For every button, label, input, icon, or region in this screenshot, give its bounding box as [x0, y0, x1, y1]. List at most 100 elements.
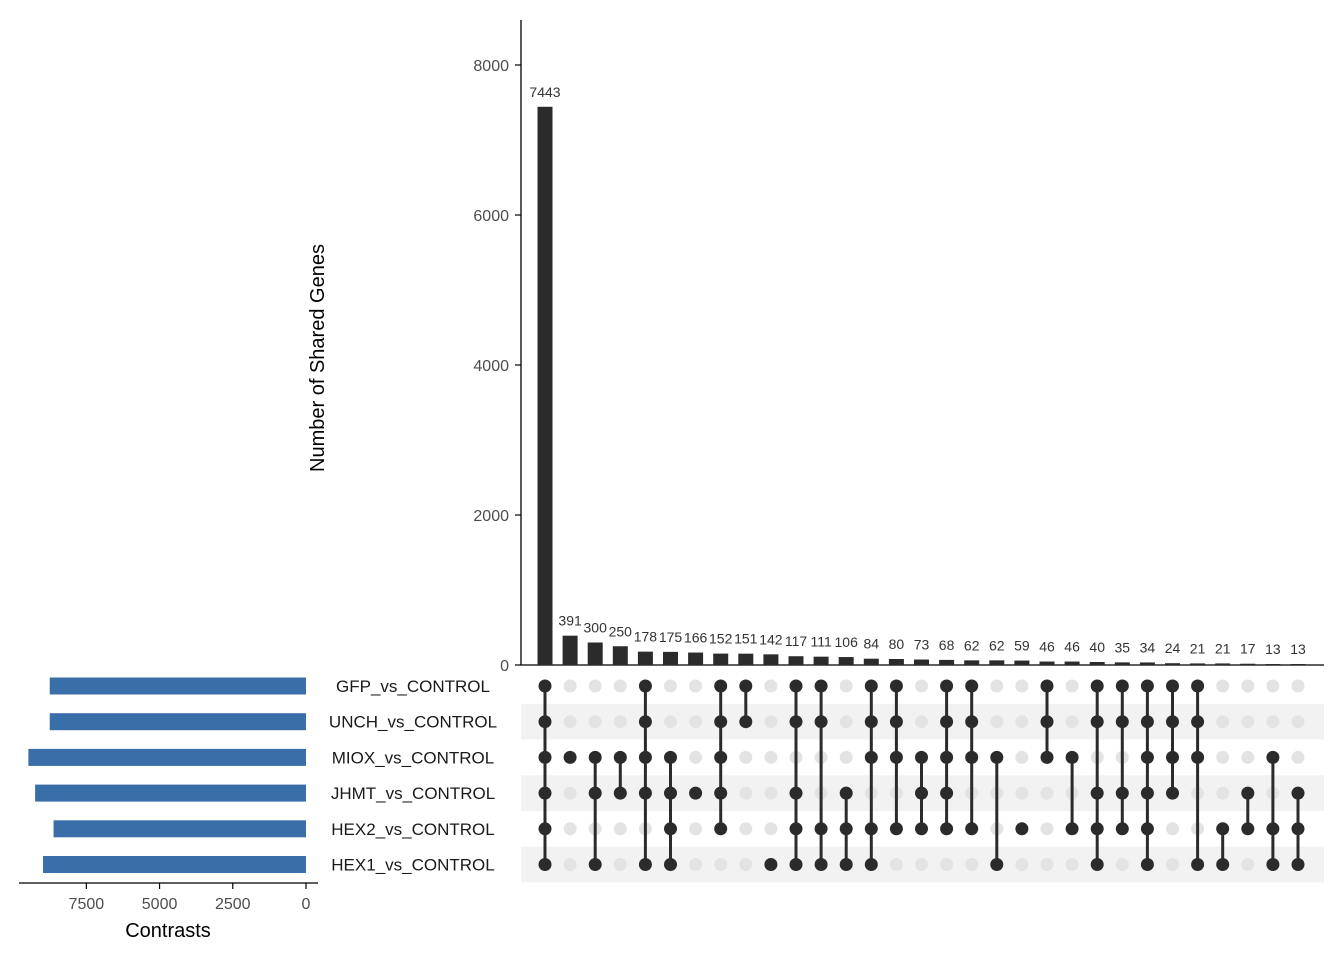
intersection-bar	[713, 653, 729, 665]
matrix-dot-inactive	[689, 858, 703, 871]
set-size-axis-title: Contrasts	[125, 920, 211, 942]
intersection-bar-label: 80	[889, 636, 905, 652]
intersection-bar-label: 175	[659, 629, 683, 645]
intersection-bar-label: 46	[1064, 639, 1080, 655]
matrix-dot-inactive	[739, 750, 753, 764]
matrix-dot-active	[814, 715, 828, 729]
matrix-dot-active	[588, 786, 602, 800]
intersection-bar-label: 7443	[529, 84, 560, 100]
intersection-bar-label: 35	[1115, 639, 1131, 655]
matrix-dot-inactive	[915, 679, 928, 693]
matrix-dot-inactive	[689, 750, 703, 764]
matrix-dot-active	[1140, 750, 1154, 764]
set-label: HEX1_vs_CONTROL	[331, 856, 494, 875]
intersection-bar	[1240, 663, 1256, 665]
matrix-dot-active	[1191, 858, 1205, 871]
matrix-dot-inactive	[664, 679, 677, 693]
matrix-dot-active	[940, 715, 954, 729]
matrix-dot-inactive	[1040, 786, 1054, 800]
intersection-bar-label: 117	[785, 633, 808, 649]
matrix-dot-active	[1166, 715, 1179, 729]
intersection-bar-label: 13	[1290, 641, 1306, 657]
matrix-dot-active	[814, 858, 828, 871]
matrix-dot-inactive	[588, 679, 602, 693]
matrix-dot-active	[1266, 750, 1280, 764]
matrix-dot-inactive	[965, 858, 979, 871]
matrix-dot-inactive	[1166, 822, 1179, 836]
intersection-bar	[964, 660, 980, 665]
matrix-dot-active	[1291, 822, 1305, 836]
matrix-dot-inactive	[739, 822, 753, 836]
matrix-dot-active	[1191, 715, 1205, 729]
intersection-bar-label: 84	[864, 636, 880, 652]
matrix-dot-active	[814, 679, 828, 693]
matrix-dot-inactive	[613, 715, 627, 729]
set-size-bar	[28, 748, 306, 766]
matrix-dot-active	[1115, 679, 1129, 693]
matrix-dot-active	[638, 786, 652, 800]
matrix-dot-inactive	[689, 715, 703, 729]
matrix-dot-active	[965, 750, 979, 764]
matrix-dot-inactive	[1040, 858, 1054, 871]
matrix-dot-active	[638, 858, 652, 871]
intersection-bar	[663, 651, 678, 665]
matrix-dot-active	[1166, 786, 1179, 800]
intersection-bar	[537, 106, 553, 665]
intersection-bar-label: 34	[1140, 639, 1156, 655]
matrix-dot-inactive	[839, 679, 853, 693]
intersection-bar	[738, 653, 754, 665]
matrix-dot-active	[990, 858, 1004, 871]
intersection-bar-label: 46	[1039, 639, 1055, 655]
matrix-dot-active	[613, 786, 627, 800]
intersection-bars	[537, 106, 1306, 665]
intersection-bar	[1265, 664, 1281, 665]
intersection-bar	[1215, 663, 1231, 665]
matrix-dot-active	[1191, 750, 1205, 764]
matrix-dot-active	[940, 679, 954, 693]
matrix-dot-inactive	[1291, 679, 1305, 693]
matrix-dot-active	[839, 786, 853, 800]
matrix-dot-active	[1090, 679, 1104, 693]
matrix-dot-inactive	[1065, 715, 1079, 729]
intersection-bar	[1064, 661, 1080, 665]
matrix-dot-inactive	[1015, 750, 1029, 764]
matrix-dot-inactive	[1241, 715, 1255, 729]
matrix-dot-active	[1015, 822, 1029, 836]
matrix-dot-active	[1040, 715, 1054, 729]
matrix-dot-inactive	[664, 715, 677, 729]
matrix-dot-active	[739, 679, 753, 693]
set-size-bar	[35, 784, 306, 802]
intersection-bar	[612, 646, 628, 665]
intersection-bar-label: 250	[609, 623, 633, 639]
matrix-dot-inactive	[714, 858, 728, 871]
matrix-dot-active	[664, 786, 677, 800]
set-label: HEX2_vs_CONTROL	[331, 820, 494, 839]
set-size-tick-label: 5000	[142, 896, 178, 913]
intersection-bar-label: 62	[964, 637, 980, 653]
intersection-bar-label: 142	[759, 631, 783, 647]
matrix-dot-active	[739, 715, 753, 729]
intersection-bar-label: 166	[684, 630, 708, 646]
matrix-dot-active	[889, 750, 903, 764]
matrix-dot-inactive	[1266, 679, 1280, 693]
matrix-dot-active	[689, 786, 703, 800]
intersection-bar	[914, 659, 929, 665]
matrix-dot-active	[789, 822, 803, 836]
matrix-dot-active	[1040, 679, 1054, 693]
matrix-dot-inactive	[1065, 858, 1079, 871]
matrix-dot-inactive	[1216, 715, 1230, 729]
matrix-dot-active	[789, 858, 803, 871]
matrix-dot-inactive	[1040, 822, 1054, 836]
matrix-dot-active	[1115, 786, 1129, 800]
y-tick-label: 2000	[473, 508, 509, 525]
matrix-dot-active	[1065, 822, 1079, 836]
intersection-bar-label: 24	[1165, 640, 1181, 656]
matrix-dot-inactive	[1015, 786, 1029, 800]
intersection-bar-label: 391	[558, 613, 582, 629]
matrix-dot-active	[1140, 858, 1154, 871]
matrix-dot-active	[638, 715, 652, 729]
matrix-dot-active	[915, 822, 928, 836]
matrix-dot-active	[789, 679, 803, 693]
set-size-tick-label: 2500	[215, 896, 251, 913]
intersection-bar	[1139, 662, 1155, 665]
